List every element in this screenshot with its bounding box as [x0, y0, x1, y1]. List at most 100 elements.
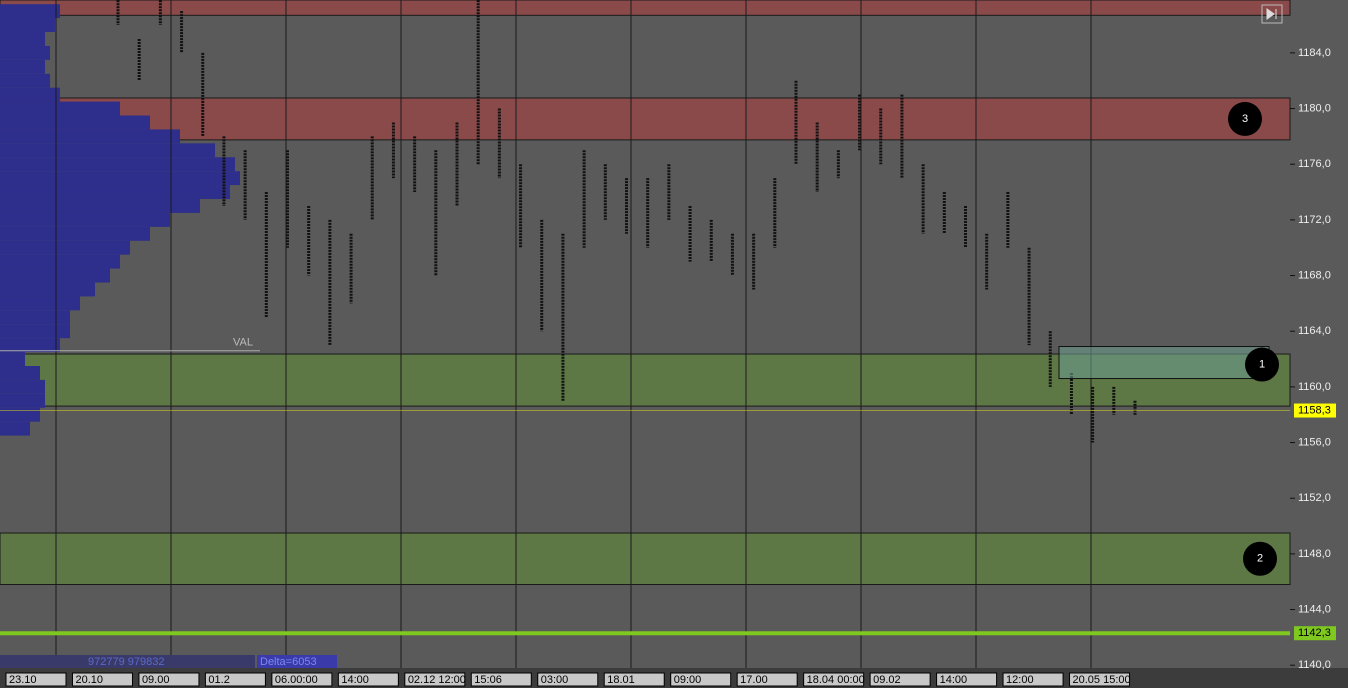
- profile-bar: [0, 268, 110, 283]
- time-grid: [55, 0, 1092, 668]
- x-label-box: [138, 672, 200, 687]
- x-tick-label: 14:00: [341, 674, 369, 686]
- x-tick-label: 20.05 15:00: [1073, 674, 1131, 686]
- y-tick-label: 1160,0: [1298, 381, 1331, 393]
- x-tick-label: 23.10: [9, 674, 37, 686]
- price-tag-label: 1158,3: [1298, 404, 1331, 416]
- x-tick-label: 18.01: [607, 674, 635, 686]
- profile-bar: [0, 226, 150, 241]
- profile-bar: [0, 421, 30, 436]
- y-tick-label: 1176,0: [1298, 158, 1331, 170]
- profile-bar: [0, 254, 120, 269]
- profile-bar: [0, 240, 130, 255]
- x-label-box: [204, 672, 266, 687]
- profile-bar: [0, 4, 60, 19]
- y-tick-label: 1172,0: [1298, 214, 1331, 226]
- x-label-box: [404, 672, 466, 687]
- profile-bar: [0, 59, 45, 74]
- x-tick-label: 09.02: [873, 674, 901, 686]
- x-label-box: [1002, 672, 1064, 687]
- profile-bar: [0, 143, 215, 158]
- zone-marker-label: 2: [1257, 553, 1263, 565]
- profile-bar: [0, 352, 25, 367]
- zone-marker-label: 1: [1259, 358, 1265, 370]
- profile-bar: [0, 157, 235, 172]
- y-tick-label: 1148,0: [1298, 548, 1331, 560]
- x-label-box: [537, 672, 599, 687]
- val-label: VAL: [233, 337, 253, 349]
- x-label-box: [869, 672, 931, 687]
- zone-marker: [1243, 541, 1277, 576]
- profile-bar: [0, 212, 170, 227]
- volume-box: [0, 655, 255, 668]
- x-label-box: [670, 672, 732, 687]
- x-tick-label: 06.00:00: [275, 674, 318, 686]
- box-zone: [1058, 346, 1270, 380]
- y-tick-label: 1144,0: [1298, 603, 1331, 615]
- y-tick-label: 1180,0: [1298, 102, 1331, 114]
- x-tick-label: 12:00: [1006, 674, 1034, 686]
- x-label-box: [936, 672, 998, 687]
- profile-bar: [0, 310, 70, 325]
- x-tick-label: 03:00: [541, 674, 569, 686]
- x-label-box: [603, 672, 665, 687]
- x-tick-label: 14:00: [940, 674, 968, 686]
- profile-bar: [0, 45, 50, 60]
- profile-bar: [0, 296, 80, 311]
- x-label-box: [736, 672, 798, 687]
- x-tick-label: 20.10: [75, 674, 103, 686]
- profile-bar: [0, 87, 60, 102]
- price-tag-label: 1142,3: [1298, 627, 1331, 639]
- profile-bar: [0, 101, 120, 116]
- y-tick-label: 1168,0: [1298, 269, 1331, 281]
- profile-bar: [0, 393, 45, 408]
- profile-bar: [0, 73, 50, 88]
- x-label-box: [71, 672, 133, 687]
- profile-bar: [0, 338, 60, 353]
- zone: [0, 532, 1291, 586]
- zone: [0, 97, 1291, 141]
- price-tag: [1294, 626, 1336, 641]
- x-label-box: [470, 672, 532, 687]
- x-tick-label: 02.12 12:00: [408, 674, 466, 686]
- delta-box: [257, 655, 337, 668]
- volume-text: 972779 979832: [88, 656, 164, 668]
- profile-bar: [0, 199, 200, 213]
- y-tick-label: 1156,0: [1298, 436, 1331, 448]
- profile-bar: [0, 171, 240, 186]
- x-tick-label: 09.00: [142, 674, 170, 686]
- zone-marker-label: 3: [1242, 113, 1248, 125]
- y-tick-label: 1184,0: [1298, 47, 1331, 59]
- x-tick-label: 15:06: [474, 674, 502, 686]
- x-tick-label: 17.00: [740, 674, 768, 686]
- x-label-box: [803, 672, 865, 687]
- y-tick-label: 1152,0: [1298, 492, 1331, 504]
- profile-bar: [0, 407, 40, 422]
- profile-bar: [0, 185, 230, 200]
- x-label-box: [337, 672, 399, 687]
- profile-bar: [0, 282, 95, 297]
- x-tick-label: 09:00: [674, 674, 702, 686]
- y-tick-label: 1140,0: [1298, 659, 1331, 671]
- x-label-box: [1069, 672, 1131, 687]
- zone-marker: [1228, 101, 1262, 136]
- profile-bar: [0, 129, 180, 144]
- zone-marker: [1245, 347, 1279, 382]
- scroll-button[interactable]: [1261, 4, 1283, 24]
- profile-bar: [0, 115, 150, 130]
- y-tick-label: 1164,0: [1298, 325, 1331, 337]
- price-tag: [1294, 403, 1336, 418]
- scroll-icon: [1266, 8, 1277, 20]
- profile-bar: [0, 379, 45, 394]
- profile-bar: [0, 18, 55, 33]
- profile-bar: [0, 366, 40, 380]
- profile-bar: [0, 324, 70, 339]
- x-tick-label: 18.04 00:00: [807, 674, 865, 686]
- x-label-box: [271, 672, 333, 687]
- zone: [0, 0, 1291, 16]
- x-label-box: [5, 672, 67, 687]
- delta-text: Delta=6053: [260, 656, 317, 668]
- profile-bar: [0, 32, 45, 46]
